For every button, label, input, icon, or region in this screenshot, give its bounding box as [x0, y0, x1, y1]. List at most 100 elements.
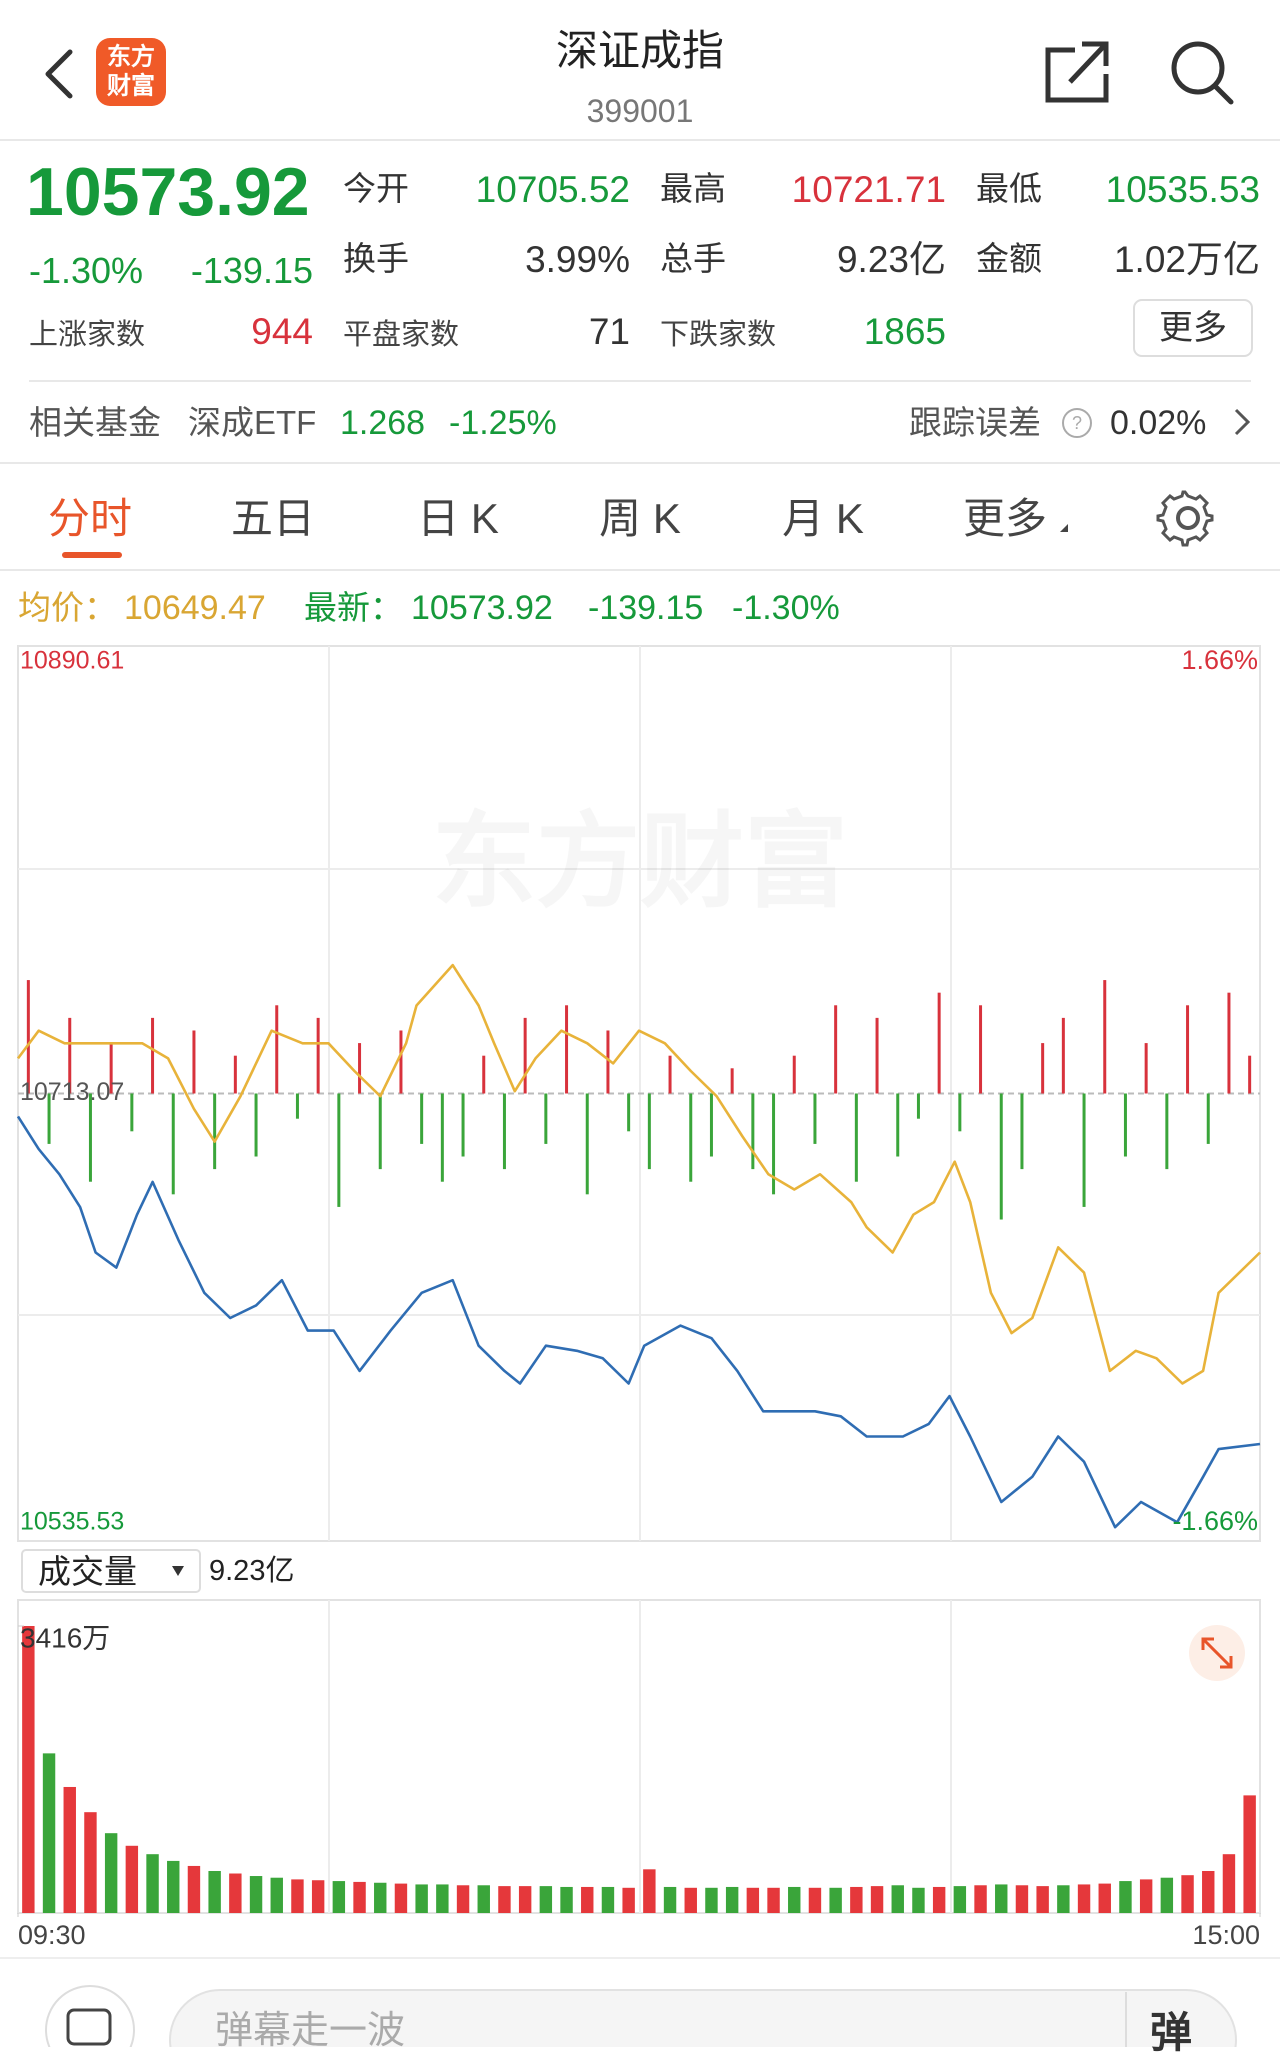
price-line — [16, 963, 1261, 1385]
volume-bar — [1077, 1884, 1091, 1913]
breadth-bar — [1041, 1043, 1045, 1094]
volume-bar — [684, 1887, 697, 1913]
y2-tick-label: -1.66% — [1172, 1506, 1258, 1536]
back-button[interactable] — [45, 49, 73, 99]
volume-bar — [974, 1885, 987, 1913]
volume-bar — [42, 1753, 56, 1913]
price-line — [16, 1115, 1261, 1529]
breadth-bar — [502, 1093, 506, 1170]
last-price: 10573.92 — [26, 154, 310, 230]
breadth-bar — [544, 1093, 548, 1144]
expand-icon — [1201, 1637, 1233, 1669]
more-button[interactable] — [1133, 299, 1253, 357]
comment-button[interactable] — [45, 1985, 135, 2047]
fund-label: 相关基金 — [29, 404, 161, 441]
breadth-bar — [482, 1055, 486, 1094]
flat-label: 平盘家数 — [343, 319, 460, 351]
breadth-bar — [792, 1055, 796, 1094]
tab-indicator — [62, 552, 122, 558]
x-tick-label: 15:00 — [1192, 1920, 1260, 1950]
fund-price: 1.268 — [340, 404, 426, 442]
input-placeholder[interactable]: 弹幕走一波 — [215, 2010, 406, 2052]
volume-bar — [394, 1883, 408, 1913]
more-label[interactable]: 更多 — [1159, 309, 1227, 347]
breadth-bar — [88, 1093, 92, 1182]
tab[interactable]: 周 K — [599, 495, 681, 542]
volume-bar — [1015, 1885, 1029, 1913]
tracking-error: 0.02% — [1110, 404, 1207, 442]
volume-bar — [353, 1881, 366, 1913]
tracking-label: 跟踪误差 — [909, 404, 1041, 441]
breadth-bar — [254, 1093, 258, 1157]
breadth-bar — [896, 1093, 900, 1157]
tab[interactable]: 日 K — [417, 495, 499, 542]
volume-bar — [498, 1886, 511, 1913]
amount: 1.02万亿 — [1113, 239, 1260, 280]
volume-bar — [725, 1886, 739, 1913]
tab[interactable]: 更多 — [962, 495, 1047, 542]
volume-bar — [829, 1887, 842, 1913]
breadth-bar — [668, 1055, 672, 1094]
breadth-bar — [585, 1093, 589, 1195]
down-label: 下跌家数 — [660, 319, 777, 351]
volume-bar — [622, 1887, 635, 1913]
breadth-bar — [378, 1093, 382, 1170]
breadth-bar — [916, 1093, 920, 1119]
breadth-bar — [337, 1093, 341, 1207]
code: 399001 — [586, 93, 694, 129]
volume: 9.23亿 — [836, 239, 946, 280]
danmaku-input[interactable] — [169, 1989, 1237, 2047]
settings-button[interactable] — [1156, 490, 1214, 547]
volume-bar — [663, 1886, 677, 1913]
breadth-bar — [47, 1093, 51, 1144]
search-button[interactable] — [1171, 41, 1234, 105]
volume-bar — [456, 1885, 470, 1913]
tab[interactable]: 分时 — [47, 495, 132, 542]
breadth-bar — [1248, 1055, 1252, 1094]
indicator-dropdown[interactable] — [21, 1549, 201, 1593]
x-tick-label: 09:30 — [18, 1920, 86, 1950]
breadth-bar — [709, 1093, 713, 1157]
open: 10705.52 — [475, 169, 630, 210]
volume-bar — [788, 1886, 801, 1913]
breadth-bar — [751, 1093, 755, 1170]
tab[interactable]: 五日 — [230, 495, 315, 542]
breadth-bar — [730, 1068, 734, 1094]
danmaku-button[interactable]: 弹 — [1150, 2009, 1193, 2056]
breadth-bar — [420, 1093, 424, 1144]
indicator-label[interactable]: 成交量 — [38, 1553, 137, 1590]
breadth-bar — [1020, 1093, 1024, 1170]
chevron[interactable] — [1234, 408, 1251, 436]
fund-change: -1.25% — [449, 404, 557, 442]
change-pct: -1.30% — [29, 250, 144, 291]
breadth-bar — [1061, 1017, 1065, 1094]
volume-bar — [270, 1877, 283, 1913]
volume-bar — [932, 1886, 946, 1913]
breadth-bar — [275, 1005, 279, 1094]
last-change-pct: -1.30% — [732, 589, 840, 627]
last-change: -139.15 — [588, 589, 704, 627]
volume-bar — [1119, 1881, 1132, 1913]
breadth-bar — [1123, 1093, 1127, 1157]
info-icon[interactable] — [1062, 408, 1092, 438]
tab[interactable]: 月 K — [782, 495, 864, 542]
breadth-bar — [647, 1093, 651, 1170]
volume-bar — [995, 1884, 1008, 1913]
volume-bar — [1243, 1795, 1256, 1913]
volume-bar — [539, 1886, 553, 1913]
volume-bar — [705, 1887, 718, 1913]
volume-bar — [601, 1886, 615, 1913]
share-button[interactable] — [1045, 41, 1109, 103]
volume-bar — [581, 1886, 594, 1913]
volume-bar — [1139, 1879, 1153, 1913]
breadth-bar — [813, 1093, 817, 1144]
volume-bar — [953, 1886, 967, 1913]
y-tick-label: 10890.61 — [20, 647, 124, 675]
breadth-bar — [875, 1017, 879, 1094]
volume-bar — [291, 1879, 304, 1913]
y-tick-label: 3416万 — [20, 1622, 110, 1653]
last-label: 最新： — [304, 589, 403, 626]
breadth-bar — [1186, 1005, 1190, 1094]
